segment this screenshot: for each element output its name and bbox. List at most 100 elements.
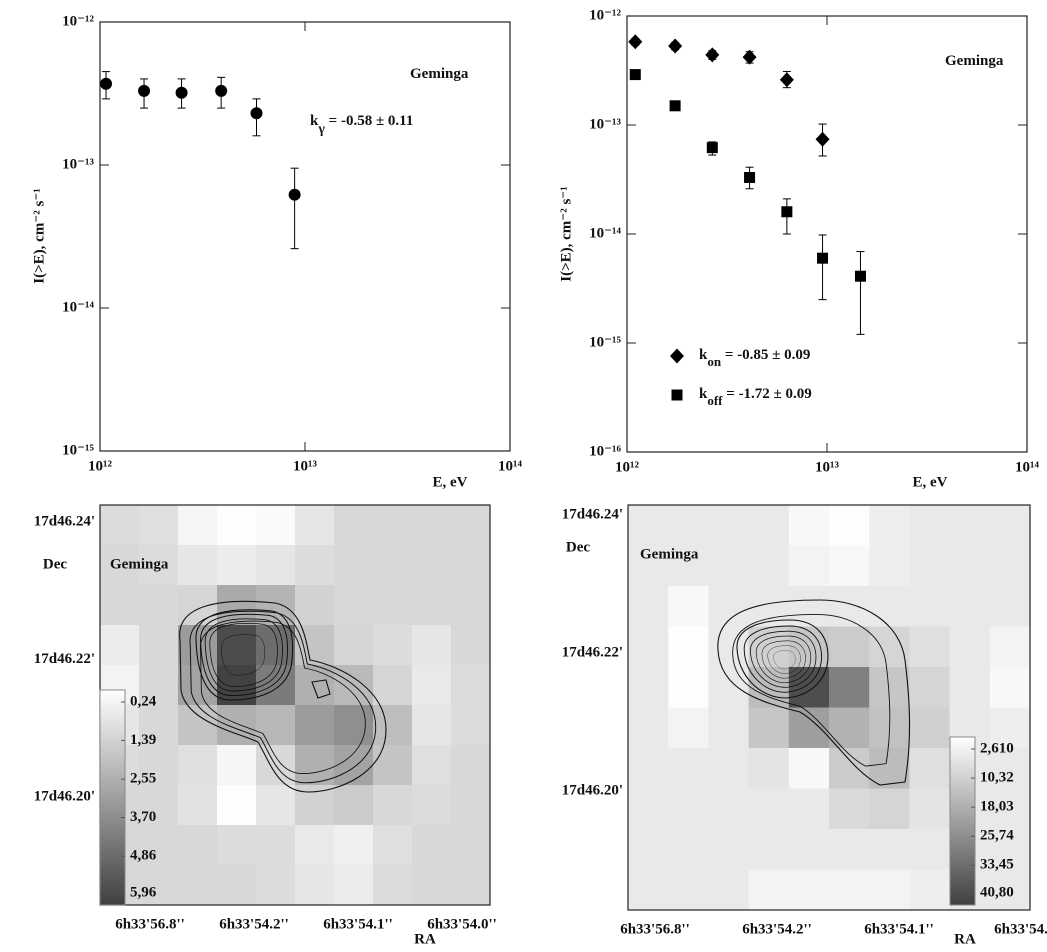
heat-cell	[668, 586, 709, 627]
x-tick-label: 6h33'56.8''	[620, 921, 690, 937]
heat-cell	[909, 667, 950, 708]
text-part: Geminga	[410, 66, 469, 82]
heat-cell	[829, 829, 870, 870]
heat-cell	[829, 870, 870, 911]
heat-cell	[256, 865, 296, 906]
colorbar-label: 2,610	[980, 740, 1014, 756]
heat-cell	[909, 708, 950, 749]
legend-marker	[670, 349, 684, 364]
y-tick-label: 10⁻¹⁶	[589, 443, 621, 459]
colorbar-label: 18,03	[980, 799, 1014, 815]
heat-cell	[295, 505, 335, 546]
y-axis-label: I(>E), cm⁻² s⁻¹	[31, 188, 47, 283]
heat-cell	[451, 745, 491, 786]
heat-cell	[178, 745, 218, 786]
annotation: kγ = -0.58 ± 0.11	[310, 113, 413, 136]
heat-cell	[139, 585, 179, 626]
heat-cell	[749, 829, 790, 870]
heat-cell	[295, 865, 335, 906]
heat-cell	[909, 586, 950, 627]
point	[780, 72, 794, 87]
heat-cell	[950, 667, 991, 708]
y-tick-label: 10⁻¹⁴	[62, 299, 94, 315]
point	[215, 85, 227, 97]
y-tick-label: 17d46.20'	[34, 788, 95, 804]
heat-cell	[909, 546, 950, 587]
heat-cell	[334, 545, 374, 586]
heat-cell	[256, 505, 296, 546]
heat-cell	[256, 545, 296, 586]
heat-cell	[869, 586, 910, 627]
heat-cell	[789, 627, 830, 668]
point	[289, 189, 301, 201]
heat-cell	[451, 505, 491, 546]
heat-cell	[334, 705, 374, 746]
heat-cell	[412, 585, 452, 626]
y-tick-label: 10⁻¹³	[62, 156, 94, 172]
x-tick-label: 10¹⁴	[1015, 459, 1039, 475]
colorbar-label: 2,55	[130, 771, 156, 787]
heat-cell	[373, 505, 413, 546]
heat-cell	[668, 627, 709, 668]
x-axis-label: E, eV	[913, 474, 948, 490]
annotation: Geminga	[410, 66, 469, 82]
heat-cell	[909, 505, 950, 546]
heat-cell	[451, 865, 491, 906]
heat-cell	[373, 665, 413, 706]
colorbar-label: 25,74	[980, 828, 1014, 844]
heat-cell	[628, 829, 669, 870]
heat-cell	[628, 708, 669, 749]
y-tick-label: 17d46.20'	[562, 782, 623, 798]
heat-cell	[909, 829, 950, 870]
text-part: = -0.85 ± 0.09	[721, 347, 810, 363]
point	[628, 34, 642, 49]
heat-cell	[451, 585, 491, 626]
heat-cell	[869, 829, 910, 870]
heat-cell	[178, 545, 218, 586]
y-tick-label: 10⁻¹⁵	[589, 334, 621, 350]
heat-cell	[668, 505, 709, 546]
text-part: = -0.58 ± 0.11	[325, 113, 413, 129]
colorbar-label: 5,96	[130, 884, 157, 900]
heat-cell	[708, 748, 749, 789]
point	[630, 69, 641, 80]
text-part: on	[707, 354, 722, 369]
heat-cell	[869, 505, 910, 546]
heat-cell	[139, 505, 179, 546]
heat-cell	[749, 505, 790, 546]
heat-cell	[869, 627, 910, 668]
heat-cell	[373, 745, 413, 786]
heat-cell	[373, 585, 413, 626]
heat-cell	[412, 745, 452, 786]
heat-cell	[139, 625, 179, 666]
heat-cell	[217, 825, 257, 866]
heat-cell	[990, 667, 1031, 708]
page: 10⁻¹⁵10⁻¹⁴10⁻¹³10⁻¹²10¹²10¹³10¹⁴I(>E), c…	[0, 0, 1047, 952]
legend-label: koff = -1.72 ± 0.09	[699, 386, 812, 408]
heat-cell	[412, 785, 452, 826]
heat-cell	[295, 665, 335, 706]
heat-cell	[217, 505, 257, 546]
heat-cell	[749, 708, 790, 749]
heat-cell	[708, 667, 749, 708]
heat-cell	[373, 705, 413, 746]
y-tick-label: 17d46.22'	[34, 651, 95, 667]
heat-cell	[451, 625, 491, 666]
point	[138, 85, 150, 97]
point	[744, 172, 755, 183]
heat-cell	[217, 865, 257, 906]
heat-cell	[708, 708, 749, 749]
y-axis-label: I(>E), cm⁻² s⁻¹	[558, 186, 574, 281]
colorbar-label: 3,70	[130, 809, 156, 825]
heat-cell	[829, 667, 870, 708]
heat-cell	[668, 870, 709, 911]
heat-cell	[789, 505, 830, 546]
heat-cell	[412, 665, 452, 706]
heat-cell	[295, 585, 335, 626]
heat-cell	[990, 586, 1031, 627]
heat-cell	[990, 546, 1031, 587]
heat-cell	[295, 625, 335, 666]
heat-cell	[295, 545, 335, 586]
heat-cell	[668, 829, 709, 870]
x-axis-label: RA	[954, 931, 976, 947]
